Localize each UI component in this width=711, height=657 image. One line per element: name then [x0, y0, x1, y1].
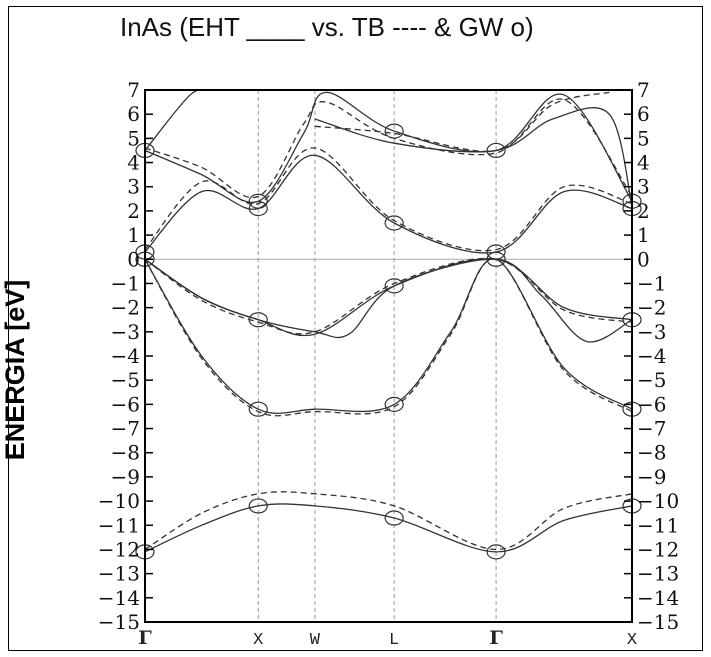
y-tick-left-label-11: −4: [111, 344, 140, 368]
y-tick-right-label-16: −9: [637, 465, 666, 489]
y-tick-right-label-15: −8: [637, 441, 666, 465]
y-tick-left-label-2: 5: [127, 126, 140, 150]
y-tick-right-label-19: −12: [637, 537, 679, 561]
y-tick-left-label-4: 3: [127, 175, 140, 199]
y-tick-left-label-0: 7: [127, 78, 140, 102]
y-tick-right-label-7: 0: [637, 247, 650, 271]
figure-frame: [8, 6, 703, 651]
y-tick-left-label-16: −9: [111, 465, 140, 489]
y-tick-left-label-12: −5: [111, 368, 140, 392]
y-tick-right-label-18: −11: [637, 513, 679, 537]
tb-band-4: [145, 98, 632, 199]
y-tick-left-label-21: −14: [98, 586, 140, 610]
gw-point-11: [384, 278, 404, 294]
tb-band-5: [314, 91, 610, 152]
y-tick-right-label-3: 4: [637, 151, 650, 175]
y-tick-left-label-5: 2: [127, 199, 140, 223]
y-tick-left-label-17: −10: [98, 489, 140, 513]
y-tick-right-label-22: −15: [637, 610, 679, 634]
gw-point-17: [486, 142, 506, 159]
tb-band-1: [145, 258, 632, 417]
y-tick-right-label-2: 5: [637, 126, 650, 150]
gw-point-8: [248, 193, 268, 209]
y-tick-right-label-8: −1: [637, 271, 666, 295]
x-tick-label-2: W: [310, 631, 321, 650]
gw-point-9: [384, 510, 404, 526]
y-tick-right-label-21: −14: [637, 586, 679, 610]
y-tick-right-label-0: 7: [637, 78, 650, 102]
y-tick-left-label-15: −8: [111, 441, 140, 465]
gw-point-6: [248, 312, 268, 328]
tb-band-3: [145, 147, 632, 252]
tb-band-2: [145, 257, 632, 335]
y-tick-right-label-4: 3: [637, 175, 650, 199]
eht-band-7: [314, 107, 632, 207]
x-tick-label-5: X: [627, 631, 637, 650]
gw-point-16: [486, 244, 506, 260]
gw-point-15: [486, 251, 506, 267]
tb-band-0: [145, 491, 632, 551]
y-tick-right-label-12: −5: [637, 368, 666, 392]
y-tick-left-label-3: 4: [127, 151, 140, 175]
y-tick-right-label-5: 2: [637, 199, 650, 223]
gw-point-5: [248, 401, 268, 417]
y-tick-right-label-13: −6: [637, 392, 666, 416]
y-tick-right-label-17: −10: [637, 489, 679, 513]
y-tick-right-label-14: −7: [637, 417, 666, 441]
eht-band-3: [145, 258, 632, 343]
eht-band-5: [145, 91, 632, 204]
y-tick-left-label-10: −3: [111, 320, 140, 344]
x-tick-label-0: Γ: [138, 627, 152, 649]
y-tick-left-label-22: −15: [98, 610, 140, 634]
y-tick-right-label-1: 6: [637, 102, 650, 126]
gw-point-14: [486, 544, 506, 560]
gw-point-10: [384, 396, 404, 412]
y-tick-left-label-13: −6: [111, 392, 140, 416]
y-tick-left-label-19: −12: [98, 537, 140, 561]
gw-point-12: [384, 215, 404, 231]
y-tick-right-label-20: −13: [637, 562, 679, 586]
y-tick-right-label-10: −3: [637, 320, 666, 344]
plot-border: [144, 89, 633, 623]
y-tick-left-label-18: −11: [98, 513, 140, 537]
y-tick-left-label-6: 1: [127, 223, 140, 247]
gw-point-13: [384, 123, 404, 139]
eht-band-4: [145, 154, 632, 254]
y-tick-left-label-14: −7: [111, 417, 140, 441]
gw-point-4: [248, 498, 268, 514]
y-tick-right-label-11: −4: [637, 344, 666, 368]
y-tick-right-label-6: 1: [637, 223, 650, 247]
y-tick-left-label-1: 6: [127, 102, 140, 126]
eht-band-1: [145, 258, 632, 414]
x-tick-label-3: L: [389, 631, 399, 650]
eht-band-6: [145, 90, 214, 151]
eht-band-2: [145, 258, 632, 337]
y-tick-right-label-9: −2: [637, 296, 666, 320]
y-tick-left-label-9: −2: [111, 296, 140, 320]
y-tick-left-label-7: 0: [127, 247, 140, 271]
eht-band-0: [145, 503, 632, 553]
gw-point-7: [248, 200, 268, 217]
x-tick-label-4: Γ: [489, 627, 503, 649]
y-tick-left-label-20: −13: [98, 562, 140, 586]
x-tick-label-1: X: [253, 631, 263, 650]
y-tick-left-label-8: −1: [111, 271, 140, 295]
chart-title: InAs (EHT ____ vs. TB ---- & GW o): [120, 12, 534, 42]
